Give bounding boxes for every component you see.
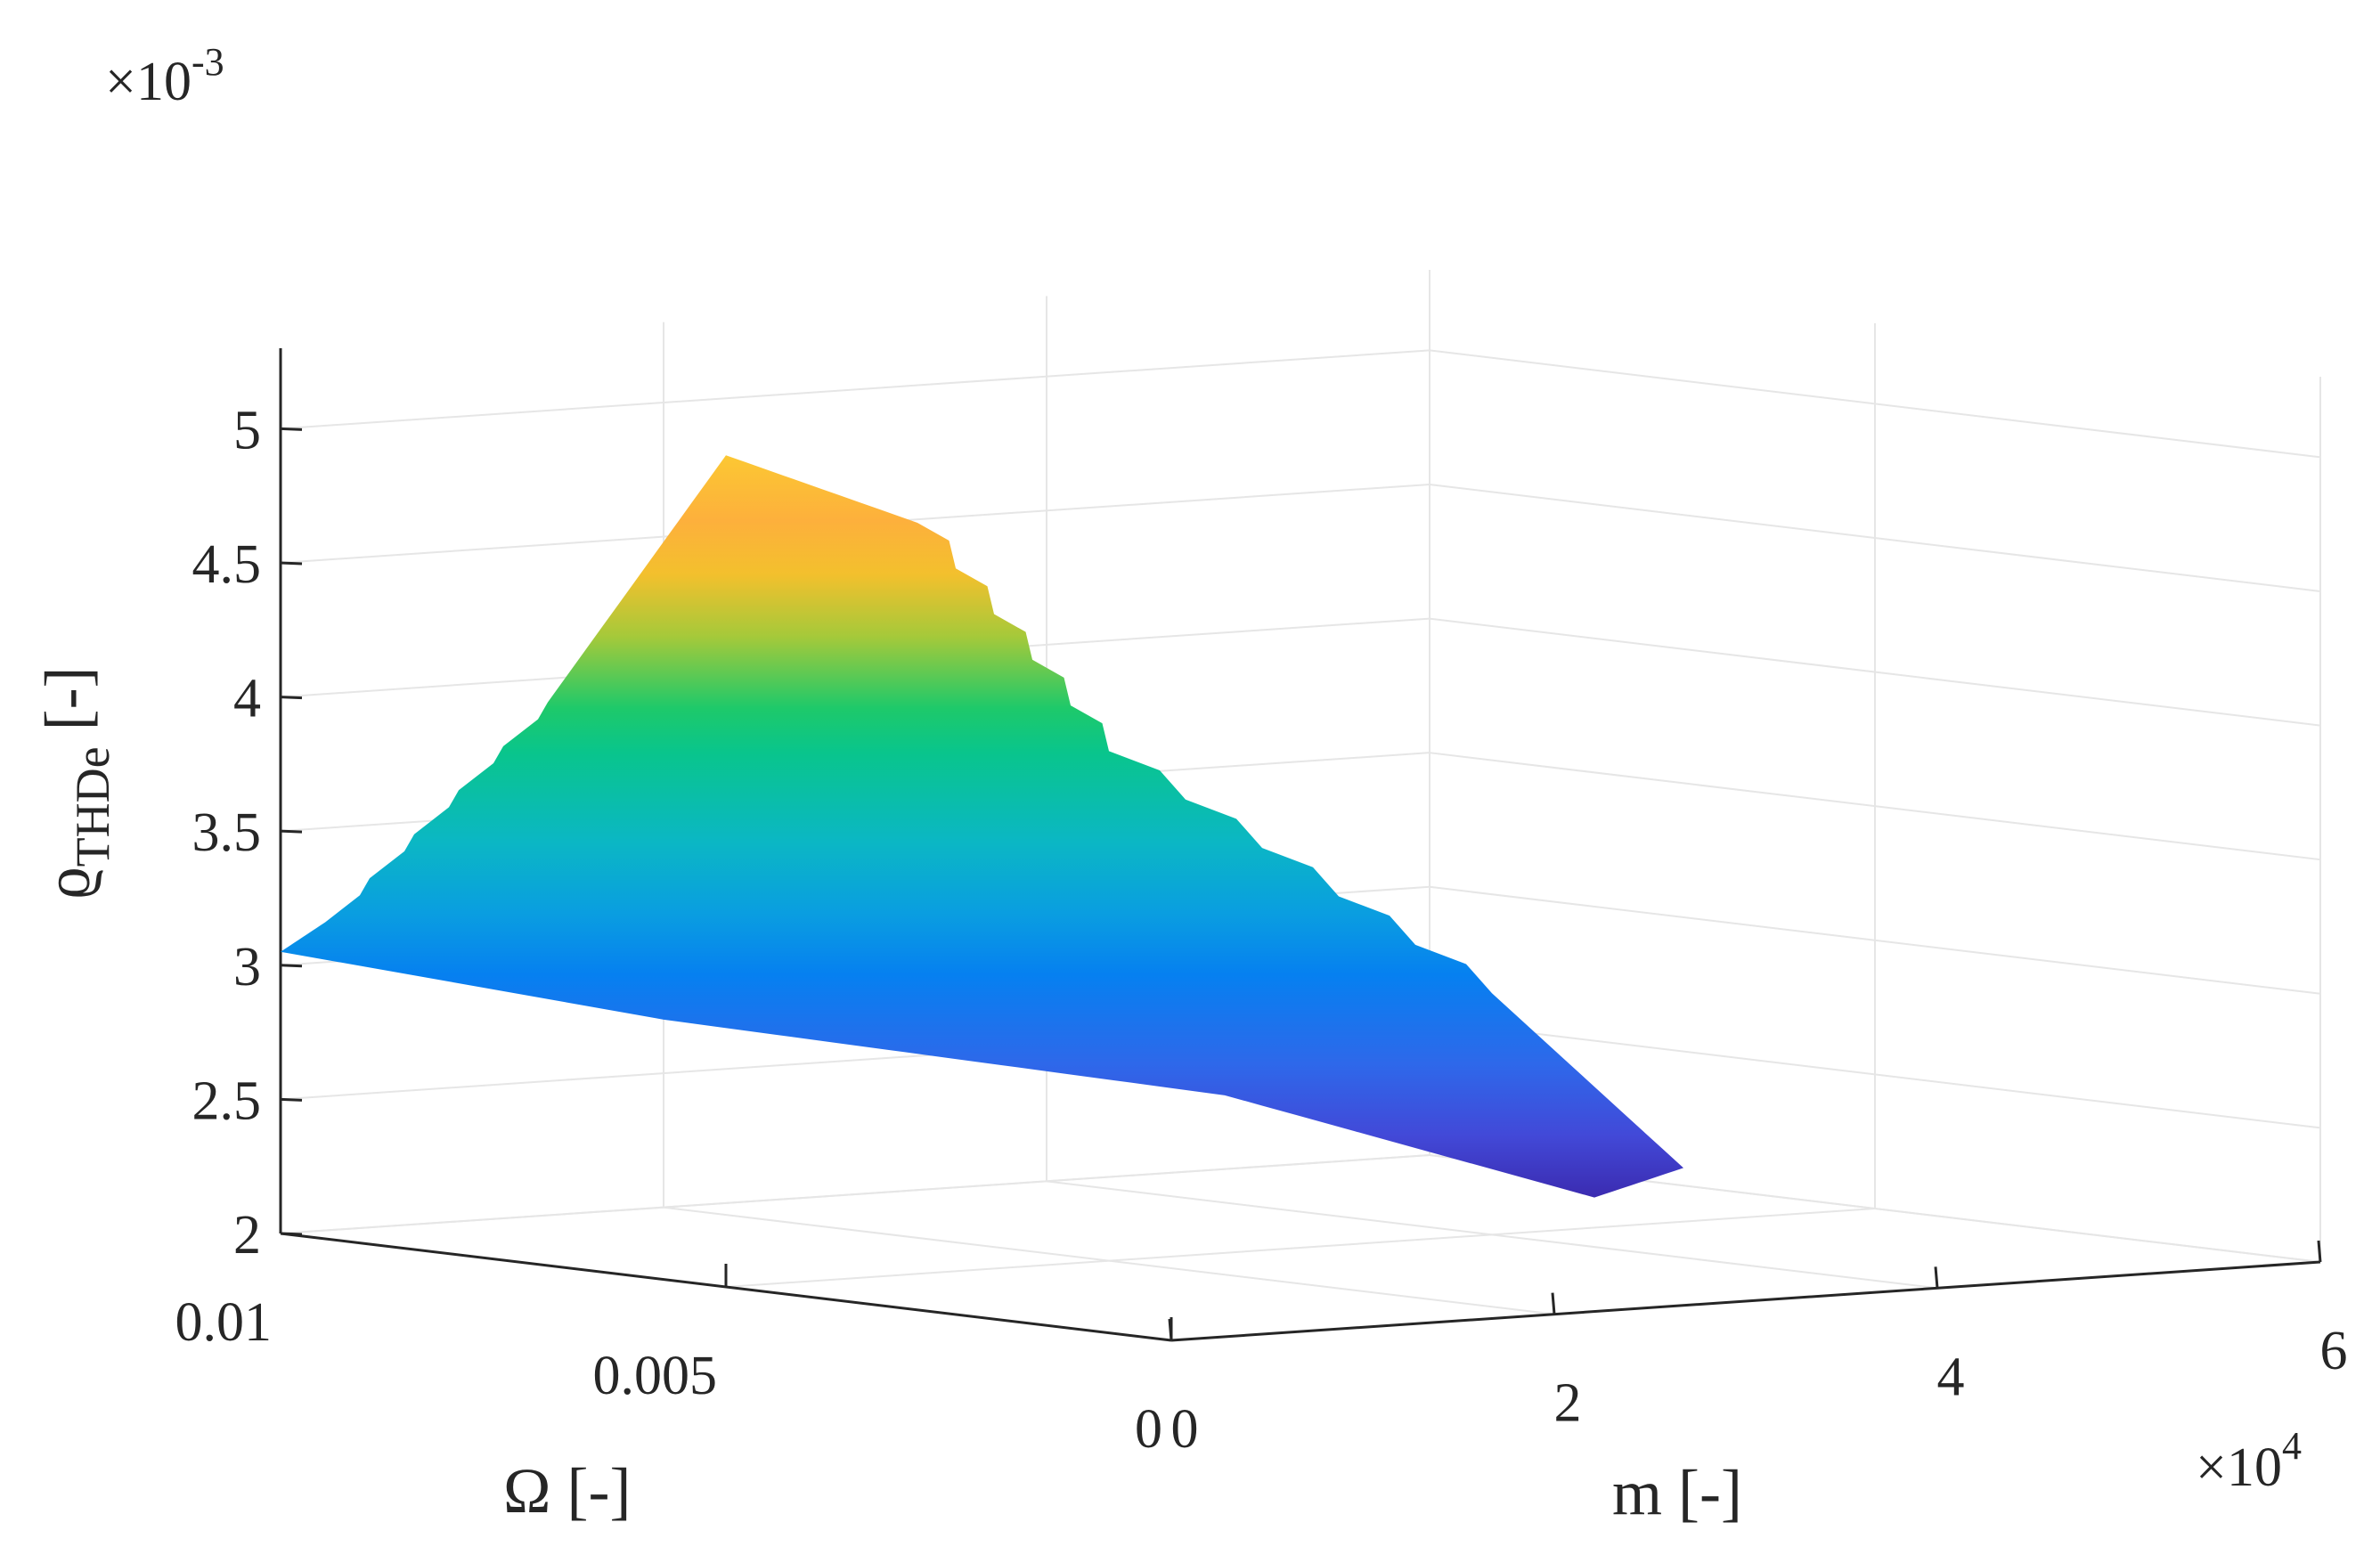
x-tick-label: 0 — [1171, 1399, 1199, 1460]
y-tick-label: 0.01 — [175, 1292, 273, 1353]
back-wall-grid-z — [280, 349, 1430, 430]
z-tick-mark — [280, 561, 303, 566]
z-tick-label: 3 — [233, 937, 261, 997]
surface-patch — [281, 455, 1683, 1198]
x-tick-label: 6 — [2320, 1321, 2348, 1381]
x-tick-mark — [1551, 1292, 1556, 1315]
floor-grid-omega — [725, 1208, 1876, 1288]
z-tick-label: 3.5 — [192, 802, 262, 863]
side-wall-grid-z — [1429, 483, 2321, 592]
side-wall-grid-z — [1429, 752, 2321, 861]
side-wall-grid-z — [1429, 885, 2321, 995]
y-tick-label: 0 — [1135, 1399, 1162, 1460]
x-axis-label: m [-] — [1612, 1457, 1742, 1528]
side-wall-grid-z — [1429, 1020, 2321, 1129]
back-wall-grid-z — [280, 1154, 1430, 1234]
y-axis-label: Ω [-] — [503, 1455, 631, 1526]
surface-plot — [281, 455, 1683, 1198]
x-axis-line — [1170, 1260, 2321, 1342]
side-wall-grid-z — [1429, 349, 2321, 459]
z-tick-mark — [280, 1232, 303, 1236]
x-tick-mark — [2317, 1240, 2322, 1263]
z-tick-label: 2.5 — [192, 1070, 262, 1131]
z-tick-label: 4 — [233, 669, 261, 729]
side-wall-grid-z — [1429, 617, 2321, 727]
z-axis-multiplier: ×10-3 — [105, 40, 224, 112]
y-tick-label: 0.005 — [593, 1346, 718, 1406]
x-tick-mark — [1934, 1266, 1939, 1289]
x-tick-label: 2 — [1554, 1373, 1582, 1434]
z-tick-label: 5 — [233, 400, 261, 460]
axes — [279, 348, 2322, 1342]
tick-labels: 0 2 4 6 0 0.005 0.01 2 2.5 3 3.5 4 4.5 5 — [175, 400, 2348, 1460]
z-tick-label: 4.5 — [192, 534, 262, 595]
z-tick-mark — [280, 964, 303, 968]
z-tick-mark — [280, 1097, 303, 1102]
x-tick-label: 4 — [1937, 1347, 1965, 1407]
z-tick-mark — [280, 829, 303, 834]
z-tick-mark — [280, 696, 303, 700]
z-tick-mark — [280, 427, 303, 431]
z-axis-label: ϱTHDe [-] — [32, 666, 119, 900]
z-tick-label: 2 — [233, 1205, 261, 1266]
x-axis-multiplier: ×104 — [2196, 1424, 2302, 1498]
